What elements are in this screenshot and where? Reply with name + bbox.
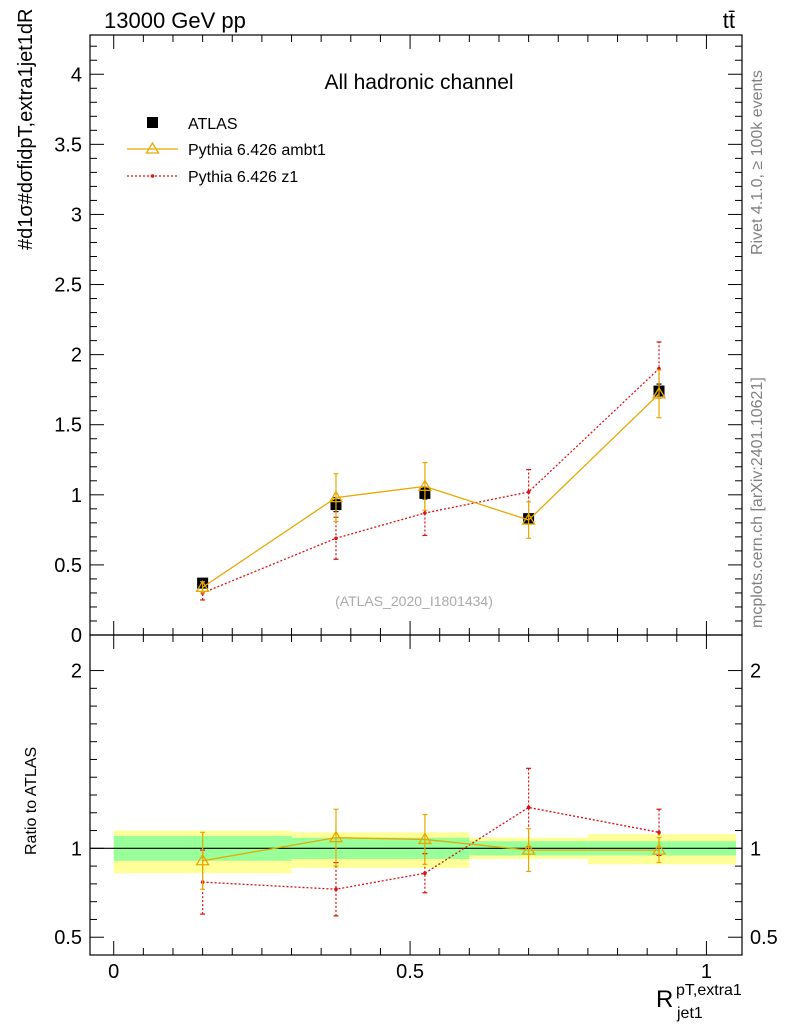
ratio-y-tick-label: 2 xyxy=(71,661,82,683)
point-z1 xyxy=(423,511,427,515)
y-tick-label: 0.5 xyxy=(54,555,82,577)
point-z1 xyxy=(526,490,531,494)
y-tick-label: 2 xyxy=(71,345,82,367)
point-ambt1 xyxy=(417,479,433,492)
ratio-y-tick-label: 1 xyxy=(71,838,82,860)
series-line-z1 xyxy=(202,368,660,594)
point-ambt1 xyxy=(521,512,536,525)
ratio-point-ambt1 xyxy=(195,853,210,866)
analysis-watermark: (ATLAS_2020_I1801434) xyxy=(335,593,493,609)
ratio-point-ambt1 xyxy=(328,830,344,843)
x-tick-label: 0.5 xyxy=(396,961,424,983)
ratio-y-tick-label: 0.5 xyxy=(54,927,82,949)
y-tick-label: 0 xyxy=(71,625,82,647)
point-ambt1 xyxy=(195,580,210,592)
point-z1 xyxy=(334,536,338,541)
x-tick-label: 1 xyxy=(701,961,712,983)
y-tick-label: 1 xyxy=(71,485,82,507)
process-label: tt̄ xyxy=(723,8,735,33)
ratio-y-tick-label-right: 1 xyxy=(750,838,761,860)
x-tick-label: 0 xyxy=(108,961,119,983)
legend-label-ambt1: Pythia 6.426 ambt1 xyxy=(188,142,326,159)
ratio-y-tick-label-right: 0.5 xyxy=(750,927,778,949)
ratio-point-z1 xyxy=(334,887,338,892)
ratio-point-z1 xyxy=(526,805,531,810)
ratio-point-z1 xyxy=(423,871,427,876)
ratio-plot-frame xyxy=(89,634,743,956)
rivet-version-label: Rivet 4.1.0, ≥ 100k events xyxy=(749,70,766,255)
ratio-point-ambt1 xyxy=(417,832,433,845)
legend-marker-atlas xyxy=(147,117,158,128)
ratio-point-ambt1 xyxy=(521,842,536,855)
plot-title: All hadronic channel xyxy=(324,71,513,94)
ratio-y-axis-title: Ratio to ATLAS xyxy=(23,747,40,855)
y-tick-label: 3 xyxy=(71,204,82,226)
legend: ATLAS Pythia 6.426 ambt1 Pythia 6.426 z1 xyxy=(127,116,326,186)
main-y-axis-title: #d1σ#dσfidpT,extra1jet1dR xyxy=(15,8,37,250)
legend-marker-z1 xyxy=(150,174,155,178)
legend-marker-ambt1 xyxy=(145,141,160,154)
x-axis-title: R xyxy=(656,986,673,1013)
point-ambt1 xyxy=(651,386,667,399)
point-ambt1 xyxy=(328,490,344,503)
ratio-point-ambt1 xyxy=(651,842,667,855)
main-plot-panel: All hadronic channel (ATLAS_2020_I180143… xyxy=(54,34,743,647)
legend-label-z1: Pythia 6.426 z1 xyxy=(188,169,298,186)
y-tick-label: 1.5 xyxy=(54,415,82,437)
ratio-line-z1 xyxy=(202,806,660,890)
y-tick-label: 2.5 xyxy=(54,275,82,297)
energy-label: 13000 GeV pp xyxy=(104,8,246,33)
mcplots-label: mcplots.cern.ch [arXiv:2401.10621] xyxy=(749,377,766,628)
x-axis-title-superscript: pT,extra1 xyxy=(676,982,742,999)
legend-label-atlas: ATLAS xyxy=(188,116,238,133)
y-tick-label: 4 xyxy=(71,64,82,86)
ratio-plot-panel: 0.5 0.5 1 1 2 2 xyxy=(54,634,778,956)
y-tick-label: 3.5 xyxy=(54,134,82,156)
ratio-y-tick-label-right: 2 xyxy=(750,661,761,683)
ratio-point-z1 xyxy=(657,830,661,835)
x-axis-title-subscript: jet1 xyxy=(676,1005,703,1022)
